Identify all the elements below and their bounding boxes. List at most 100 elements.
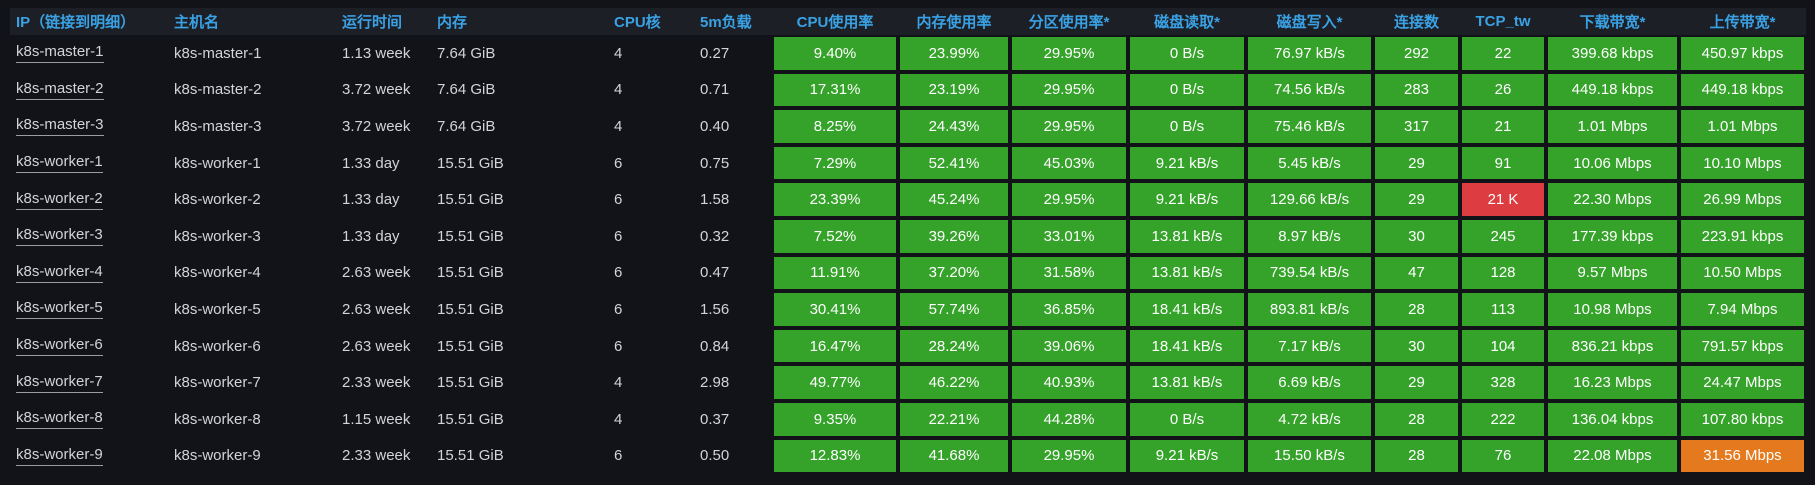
column-header-connections[interactable]: 连接数 xyxy=(1393,14,1439,31)
cell-hostname: k8s-worker-8 xyxy=(174,410,261,428)
metric-cell-partition_usage: 45.03% xyxy=(1012,146,1126,180)
cell-load5m: 0.32 xyxy=(700,227,730,245)
ip-detail-link[interactable]: k8s-worker-7 xyxy=(16,373,103,393)
metric-cell-disk_read: 0 B/s xyxy=(1130,37,1244,70)
cell-ip: k8s-worker-6 xyxy=(10,328,168,365)
metric-cell-mem_usage: 39.26% xyxy=(900,219,1008,253)
metric-cell-cpu_usage: 11.91% xyxy=(774,256,896,290)
table-row: k8s-worker-4 k8s-worker-4 2.63 week 15.51 G… xyxy=(10,255,1806,292)
column-header-cpu_cores[interactable]: CPU核 xyxy=(614,14,661,31)
metric-cell-disk_read: 0 B/s xyxy=(1130,110,1244,143)
metric-cell-upload_bw: 791.57 kbps xyxy=(1681,329,1804,363)
metric-cell-partition_usage: 39.06% xyxy=(1012,329,1126,363)
cell-ip: k8s-worker-3 xyxy=(10,218,168,255)
metric-cell-disk_write: 7.17 kB/s xyxy=(1248,329,1371,363)
metric-cell-cpu_usage: 23.39% xyxy=(774,183,896,216)
metric-cell-download_bw: 10.98 Mbps xyxy=(1548,293,1677,326)
table-row: k8s-master-2 k8s-master-2 3.72 week 7.64 Gi… xyxy=(10,72,1806,109)
column-header-cpu_usage[interactable]: CPU使用率 xyxy=(796,14,874,31)
ip-detail-link[interactable]: k8s-master-3 xyxy=(16,116,104,137)
table-row: k8s-worker-7 k8s-worker-7 2.33 week 15.51 G… xyxy=(10,364,1806,401)
metric-cell-upload_bw: 7.94 Mbps xyxy=(1681,293,1804,326)
metric-cell-disk_write: 75.46 kB/s xyxy=(1248,110,1371,143)
metric-cell-download_bw: 22.30 Mbps xyxy=(1548,183,1677,216)
metric-cell-upload_bw: 449.18 kbps xyxy=(1681,73,1804,107)
ip-detail-link[interactable]: k8s-worker-6 xyxy=(16,336,103,357)
metric-cell-partition_usage: 36.85% xyxy=(1012,293,1126,326)
metric-cell-disk_write: 739.54 kB/s xyxy=(1248,256,1371,290)
table-row: k8s-worker-5 k8s-worker-5 2.63 week 15.51 G… xyxy=(10,291,1806,328)
ip-detail-link[interactable]: k8s-worker-3 xyxy=(16,226,103,247)
metric-cell-download_bw: 1.01 Mbps xyxy=(1548,110,1677,143)
ip-detail-link[interactable]: k8s-worker-8 xyxy=(16,409,103,430)
metric-cell-tcp_tw: 21 K xyxy=(1462,183,1544,216)
metric-cell-connections: 283 xyxy=(1375,73,1458,107)
cell-hostname: k8s-master-1 xyxy=(174,44,262,62)
ip-detail-link[interactable]: k8s-master-1 xyxy=(16,43,104,64)
column-header-upload_bw[interactable]: 上传带宽* xyxy=(1709,14,1776,31)
metric-cell-disk_read: 0 B/s xyxy=(1130,73,1244,107)
cell-uptime: 2.63 week xyxy=(342,264,411,282)
metric-cell-cpu_usage: 8.25% xyxy=(774,110,896,143)
metric-cell-download_bw: 9.57 Mbps xyxy=(1548,256,1677,290)
metric-cell-disk_read: 9.21 kB/s xyxy=(1130,439,1244,473)
cell-load5m: 0.47 xyxy=(700,264,730,282)
metric-cell-download_bw: 399.68 kbps xyxy=(1548,37,1677,70)
table-row: k8s-worker-2 k8s-worker-2 1.33 day 15.51 Gi… xyxy=(10,181,1806,218)
metric-cell-download_bw: 449.18 kbps xyxy=(1548,73,1677,107)
metric-cell-connections: 29 xyxy=(1375,146,1458,180)
column-header-memory[interactable]: 内存 xyxy=(437,14,468,31)
metric-cell-mem_usage: 23.99% xyxy=(900,37,1008,70)
metric-cell-partition_usage: 33.01% xyxy=(1012,219,1126,253)
cell-cpu_cores: 6 xyxy=(614,264,623,282)
cell-load5m: 0.50 xyxy=(700,447,730,465)
metric-cell-mem_usage: 37.20% xyxy=(900,256,1008,290)
ip-detail-link[interactable]: k8s-worker-1 xyxy=(16,153,103,174)
metric-cell-cpu_usage: 30.41% xyxy=(774,293,896,326)
metric-cell-tcp_tw: 91 xyxy=(1462,146,1544,180)
metric-cell-mem_usage: 22.21% xyxy=(900,402,1008,436)
column-header-disk_read[interactable]: 磁盘读取* xyxy=(1154,14,1220,31)
metric-cell-disk_write: 74.56 kB/s xyxy=(1248,73,1371,107)
cell-uptime: 1.13 week xyxy=(342,44,411,62)
column-header-ip[interactable]: IP（链接到明细） xyxy=(16,14,136,31)
cell-hostname: k8s-worker-3 xyxy=(174,227,261,245)
cell-cpu_cores: 4 xyxy=(614,374,623,392)
ip-detail-link[interactable]: k8s-master-2 xyxy=(16,80,104,100)
cell-cpu_cores: 6 xyxy=(614,191,623,209)
column-header-uptime[interactable]: 运行时间 xyxy=(342,14,403,31)
column-header-partition_usage[interactable]: 分区使用率* xyxy=(1028,14,1110,31)
cell-memory: 7.64 GiB xyxy=(437,81,496,99)
cell-hostname: k8s-worker-4 xyxy=(174,264,261,282)
column-header-load5m[interactable]: 5m负载 xyxy=(700,14,752,31)
column-header-download_bw[interactable]: 下载带宽* xyxy=(1579,14,1646,31)
ip-detail-link[interactable]: k8s-worker-2 xyxy=(16,190,103,210)
column-header-hostname[interactable]: 主机名 xyxy=(174,14,220,31)
metric-cell-connections: 30 xyxy=(1375,219,1458,253)
cell-load5m: 1.56 xyxy=(700,300,730,318)
cell-uptime: 1.33 day xyxy=(342,227,400,245)
cell-memory: 15.51 GiB xyxy=(437,300,504,318)
column-header-tcp_tw[interactable]: TCP_tw xyxy=(1475,13,1531,30)
metric-cell-partition_usage: 29.95% xyxy=(1012,110,1126,143)
ip-detail-link[interactable]: k8s-worker-4 xyxy=(16,263,103,283)
cell-uptime: 1.33 day xyxy=(342,191,400,209)
cell-uptime: 3.72 week xyxy=(342,117,411,135)
metric-cell-disk_write: 15.50 kB/s xyxy=(1248,439,1371,473)
metric-cell-disk_write: 5.45 kB/s xyxy=(1248,146,1371,180)
metric-cell-tcp_tw: 113 xyxy=(1462,293,1544,326)
metric-cell-tcp_tw: 128 xyxy=(1462,256,1544,290)
metric-cell-disk_write: 6.69 kB/s xyxy=(1248,366,1371,399)
metric-cell-cpu_usage: 7.29% xyxy=(774,146,896,180)
column-header-disk_write[interactable]: 磁盘写入* xyxy=(1276,14,1343,31)
metric-cell-upload_bw: 10.50 Mbps xyxy=(1681,256,1804,290)
metric-cell-download_bw: 22.08 Mbps xyxy=(1548,439,1677,473)
cell-ip: k8s-worker-8 xyxy=(10,401,168,438)
column-header-mem_usage[interactable]: 内存使用率 xyxy=(916,14,992,31)
metric-cell-upload_bw: 24.47 Mbps xyxy=(1681,366,1804,399)
ip-detail-link[interactable]: k8s-worker-5 xyxy=(16,299,103,320)
metric-cell-partition_usage: 29.95% xyxy=(1012,439,1126,473)
cell-uptime: 3.72 week xyxy=(342,81,411,99)
ip-detail-link[interactable]: k8s-worker-9 xyxy=(16,446,103,466)
